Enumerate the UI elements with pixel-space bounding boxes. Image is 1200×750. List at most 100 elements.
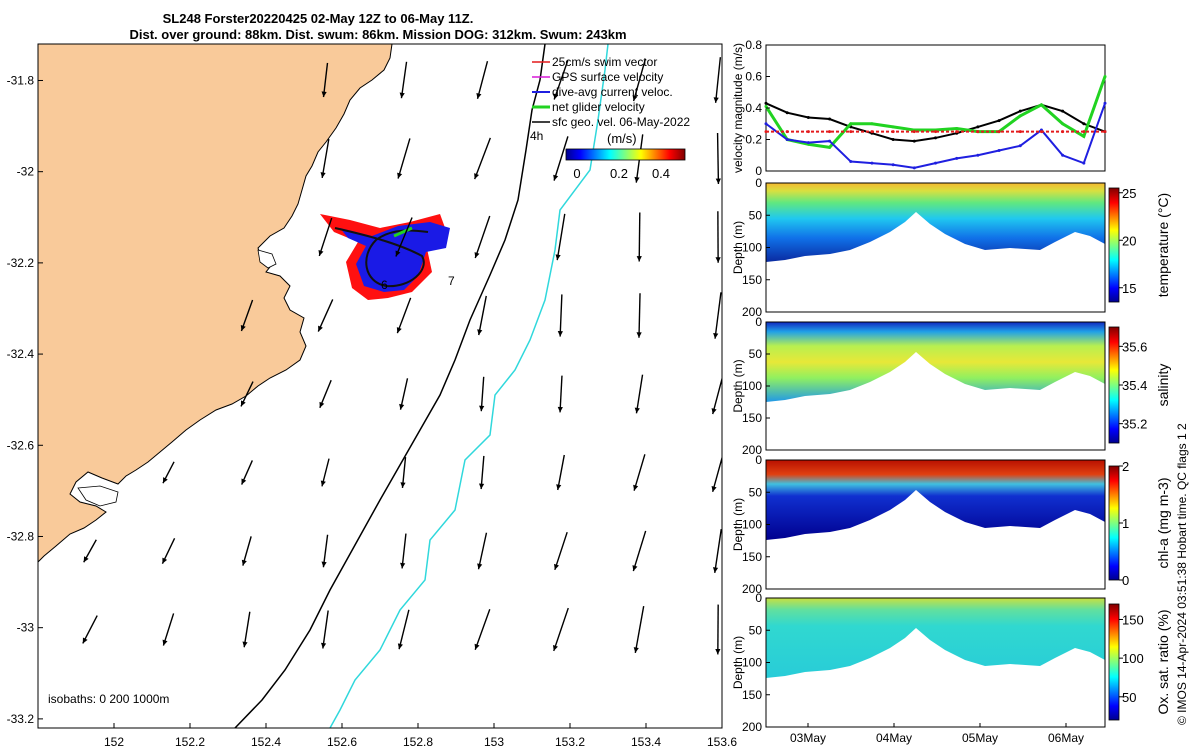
colorbar-label: salinity: [1155, 364, 1171, 407]
velocity-point: [828, 130, 832, 134]
track-day-label-7: 7: [448, 274, 455, 288]
oxygen-section: [766, 598, 1105, 678]
velocity-panel: 0 0.2 0.4 0.6 0.8 velocity magnitude (m/s): [731, 38, 1107, 178]
depth-tick-label: 100: [742, 241, 762, 255]
velocity-point: [849, 122, 853, 126]
sfc-geo-vector: [397, 138, 411, 179]
sfc-geo-vector: [240, 299, 254, 332]
map-legend: 25cm/s swim vector GPS surface velocity …: [530, 55, 690, 181]
map-colorbar-tick-1: 0.2: [610, 166, 628, 181]
map-frame: [37, 43, 723, 729]
sfc-geo-vector-head: [162, 557, 168, 564]
time-tick-label: 06May: [1048, 731, 1084, 745]
sfc-geo-vector-head: [715, 257, 721, 263]
map-xtick-label: 153.6: [707, 735, 737, 749]
sfc-geo-vector-head: [162, 477, 168, 484]
depth-tick-label: 200: [742, 443, 762, 457]
sfc-geo-vector-head: [632, 95, 638, 102]
velocity-point: [934, 136, 937, 140]
velocity-point: [1103, 101, 1107, 105]
sfc-geo-vector: [556, 213, 566, 261]
velocity-point: [828, 117, 832, 121]
velocity-point: [955, 156, 959, 160]
map-panel: 6 7 152 152.2 152.4 152.6 152.8 153 153.2 153.4…: [7, 43, 737, 749]
sfc-geo-vector: [557, 454, 565, 491]
sfc-geo-vector-head: [636, 256, 642, 262]
salinity-section: [766, 322, 1105, 402]
depth-axis-label: Depth (m): [731, 359, 745, 412]
sfc-geo-vector: [714, 57, 722, 103]
sfc-geo-vector-head: [400, 482, 406, 488]
velocity-point: [1082, 161, 1086, 165]
sfc-geo-vector-head: [82, 637, 88, 644]
colorbar-tick-label: 150: [1122, 612, 1144, 627]
oxygen-colorbar: [1108, 603, 1120, 721]
sfc-geo-vector-head: [715, 178, 721, 184]
map-ytick-label: -32.2: [7, 256, 35, 270]
velocity-point: [1082, 130, 1086, 134]
chla-section: [766, 460, 1105, 540]
sfc-geo-vector-head: [713, 97, 719, 103]
sfc-geo-vector-head: [162, 639, 168, 646]
depth-tick-label: 50: [749, 208, 763, 222]
depth-tick-label: 100: [742, 379, 762, 393]
sfc-geo-vector-head: [397, 172, 403, 179]
sfc-geo-vector: [162, 613, 175, 646]
velocity-point: [1061, 122, 1065, 126]
velocity-point: [891, 130, 895, 134]
sfc-geo-vector-head: [241, 559, 247, 566]
sfc-geo-vector: [716, 132, 720, 185]
sfc-geo-vector-head: [554, 563, 559, 570]
sfc-geo-vector-head: [240, 400, 246, 407]
map-xtick-label: 153: [484, 735, 504, 749]
map-xtick-label: 152.2: [175, 735, 205, 749]
sfc-geo-vector-head: [321, 561, 327, 568]
sfc-geo-vector-head: [319, 401, 325, 408]
time-tick-label: 03May: [790, 731, 826, 745]
colorbar-tick-label: 25: [1122, 186, 1136, 201]
sfc-geo-vector: [554, 531, 568, 571]
velocity-point: [806, 130, 810, 134]
sfc-geo-vector-head: [395, 250, 401, 257]
velocity-point: [870, 161, 874, 165]
depth-axis-label: Depth (m): [731, 498, 745, 551]
isobaths-label: isobaths: 0 200 1000m: [48, 692, 169, 706]
depth-tick-label: 150: [742, 688, 762, 702]
velocity-point: [1061, 153, 1065, 157]
colorbar-tick-label: 35.6: [1122, 339, 1147, 354]
sfc-geo-vector-head: [715, 649, 721, 655]
velocity-point: [1103, 75, 1107, 78]
sfc-geo-vector-head: [318, 325, 323, 332]
sfc-geo-vector-head: [474, 173, 480, 180]
depth-tick-label: 150: [742, 550, 762, 564]
velocity-ytick-label: 0: [755, 164, 762, 178]
depth-tick-label: 50: [749, 623, 763, 637]
velocity-point: [912, 130, 916, 134]
sfc-geo-vector: [474, 215, 491, 259]
velocity-point: [849, 130, 853, 134]
depth-axis-label: Depth (m): [731, 636, 745, 689]
sfc-geo-vector-head: [555, 254, 561, 261]
map-xtick-label: 152.8: [403, 735, 433, 749]
glider-track: [320, 214, 450, 300]
velocity-point: [870, 130, 874, 134]
sfc-geo-vector-head: [633, 647, 639, 653]
velocity-point: [1018, 109, 1022, 113]
inlet: [257, 249, 277, 269]
sfc-geo-vector-head: [320, 480, 326, 487]
velocity-point: [934, 130, 937, 134]
velocity-series: [764, 75, 1107, 170]
velocity-ytick-label: 0.2: [745, 133, 762, 147]
sfc-geo-vector-head: [633, 484, 639, 491]
depth-tick-label: 100: [742, 518, 762, 532]
velocity-point: [912, 166, 916, 170]
velocity-point: [1082, 122, 1086, 126]
colorbar-tick-label: 2: [1122, 459, 1129, 474]
sfc-geo-vector-head: [713, 333, 719, 339]
velocity-point: [764, 130, 768, 134]
sfc-geo-vector-head: [479, 405, 485, 412]
sfc-geo-vector: [553, 607, 569, 652]
velocity-point: [891, 138, 895, 141]
sfc-geo-vector-head: [399, 92, 405, 99]
velocity-point: [785, 138, 789, 141]
